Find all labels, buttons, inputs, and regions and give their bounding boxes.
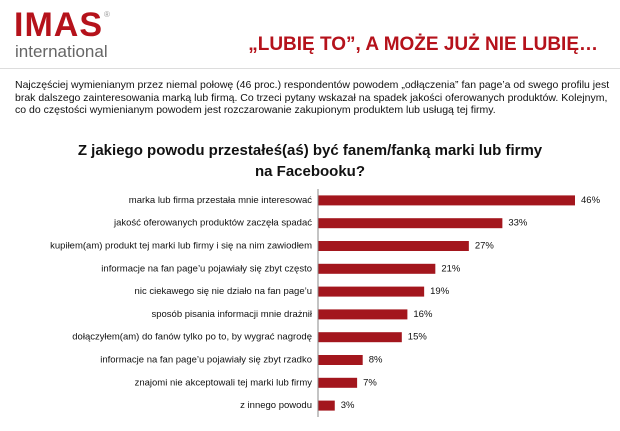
- category-label: marka lub firma przestała mnie interesow…: [129, 195, 312, 206]
- value-label: 19%: [430, 286, 450, 297]
- category-label: informacje na fan page’u pojawiały się z…: [100, 355, 312, 366]
- bar: [318, 195, 575, 206]
- bar: [318, 263, 436, 274]
- value-label: 46%: [581, 195, 601, 206]
- value-label: 33%: [508, 218, 528, 229]
- bar: [318, 400, 335, 411]
- value-label: 27%: [475, 241, 495, 252]
- divider: [0, 68, 620, 69]
- value-label: 7%: [363, 377, 377, 388]
- bar: [318, 286, 425, 297]
- bar: [318, 355, 363, 365]
- category-label: dołączyłem(am) do fanów tylko po to, by …: [72, 332, 312, 343]
- category-label: jakość oferowanych produktów zaczęła spa…: [113, 218, 312, 229]
- bar: [318, 332, 402, 343]
- chart-title: Z jakiego powodu przestałeś(aś) być fane…: [77, 142, 543, 180]
- category-label: kupiłem(am) produkt tej marki lub firmy …: [50, 241, 312, 252]
- category-label: znajomi nie akceptowali tej marki lub fi…: [135, 377, 313, 388]
- logo-mark: ®: [104, 10, 110, 19]
- value-label: 16%: [413, 309, 433, 320]
- category-label: sposób pisania informacji mnie drażnił: [151, 309, 312, 320]
- logo-sub: international: [15, 42, 108, 61]
- category-label: z innego powodu: [240, 400, 312, 411]
- bar: [318, 241, 469, 251]
- value-label: 15%: [408, 332, 428, 343]
- bar: [318, 218, 503, 229]
- intro-text: Najczęściej wymienianym przez niemal poł…: [15, 79, 610, 116]
- value-label: 3%: [341, 400, 355, 411]
- category-label: informacje na fan page’u pojawiały się z…: [101, 263, 312, 274]
- logo: IMAS: [14, 6, 103, 44]
- slide-title: „LUBIĘ TO”, A MOŻE JUŻ NIE LUBIĘ…: [248, 34, 598, 55]
- value-label: 8%: [369, 355, 383, 366]
- bar: [318, 309, 408, 320]
- bar: [318, 377, 358, 388]
- category-label: nic ciekawego się nie działo na fan page…: [135, 286, 312, 297]
- value-label: 21%: [441, 263, 461, 274]
